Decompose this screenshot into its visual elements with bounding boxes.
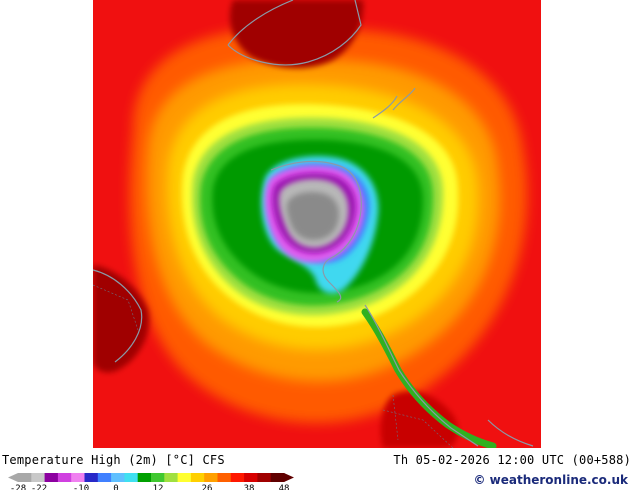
borders <box>93 284 454 448</box>
map-footer: Temperature High (2m) [°C] CFS Th 05-02-… <box>0 448 634 490</box>
colorbar-swatch <box>111 473 125 482</box>
africa-hot-zone <box>93 265 149 373</box>
colorbar-swatch <box>257 473 272 482</box>
map-title: Temperature High (2m) [°C] CFS <box>2 453 225 467</box>
colorbar-tick-label: -10 <box>73 484 89 490</box>
colorbar-tick-label: 0 <box>113 484 118 490</box>
colorbar-swatch <box>270 473 285 482</box>
colorbar-swatch <box>230 473 245 482</box>
credit-link[interactable]: © weatheronline.co.uk <box>473 473 628 487</box>
colorbar-swatch <box>84 473 99 482</box>
colorbar-swatch <box>31 473 46 482</box>
colorbar-right-arrow <box>284 473 294 482</box>
southamerica-hot-zone <box>380 391 459 448</box>
colorbar-swatch <box>151 473 165 482</box>
colorbar-swatch <box>217 473 232 482</box>
colorbar-left-arrow <box>8 473 18 482</box>
colorbar-swatch <box>177 473 192 482</box>
colorbar-swatches <box>8 473 294 482</box>
grey-cold-center <box>286 192 339 240</box>
colorbar-swatch <box>18 473 32 482</box>
colorbar-swatch <box>71 473 85 482</box>
colorbar-tick-label: 26 <box>202 484 213 490</box>
colorbar-swatch <box>44 473 59 482</box>
temperature-map <box>93 0 541 448</box>
colorbar-swatch <box>137 473 152 482</box>
coastlines <box>93 0 534 447</box>
colorbar-swatch <box>57 473 72 482</box>
colorbar-swatch <box>190 473 205 482</box>
colorbar: -28 -22 -10 0 12 26 38 48 <box>8 473 294 490</box>
colorbar-tick-label: 38 <box>244 484 255 490</box>
colorbar-tick-label: 12 <box>153 484 164 490</box>
andes-cool-strip <box>361 308 497 448</box>
colorbar-tick-label: -28 <box>10 484 26 490</box>
colorbar-swatch <box>124 473 139 482</box>
colorbar-tick-label: 48 <box>279 484 290 490</box>
colorbar-ticks: -28 -22 -10 0 12 26 38 48 <box>10 484 290 490</box>
colorbar-swatch <box>164 473 179 482</box>
valid-time: Th 05-02-2026 12:00 UTC (00+588) <box>393 453 631 467</box>
colorbar-swatch <box>244 473 258 482</box>
colorbar-tick-label: -22 <box>31 484 47 490</box>
map-canvas <box>93 0 541 448</box>
colorbar-swatch <box>204 473 218 482</box>
australia-hot-zone <box>229 0 364 69</box>
colorbar-swatch <box>97 473 112 482</box>
